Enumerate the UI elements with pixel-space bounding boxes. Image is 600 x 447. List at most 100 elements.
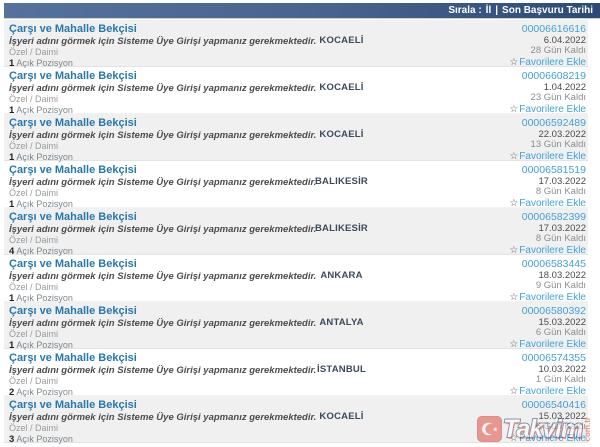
job-city: ANKARA	[320, 270, 363, 281]
job-id-link[interactable]: 00006540416	[521, 399, 586, 411]
job-city: KOCAELİ	[319, 82, 364, 93]
last-application-date: 1.04.2022	[543, 82, 586, 93]
job-city: ANTALYA	[319, 317, 364, 328]
open-positions-label: Açık Pozisyon	[16, 57, 73, 68]
open-positions-label: Açık Pozisyon	[16, 292, 73, 303]
add-to-favorites-label: Favorilere Ekle	[519, 338, 586, 350]
last-application-date: 18.03.2022	[538, 270, 586, 281]
add-to-favorites-label: Favorilere Ekle	[519, 385, 586, 397]
job-title-link[interactable]: Çarşı ve Mahalle Bekçisi	[9, 117, 137, 129]
star-icon: ☆	[509, 197, 519, 209]
add-to-favorites-button[interactable]: ☆Favorilere Ekle	[404, 104, 586, 116]
add-to-favorites-button[interactable]: ☆Favorilere Ekle	[404, 245, 586, 257]
job-description: İşyeri adını görmek için Sisteme Üye Gir…	[9, 36, 317, 47]
open-positions-count: 1	[9, 339, 15, 351]
open-positions: 1 Açık Pozisyon	[9, 58, 279, 69]
job-city: KOCAELİ	[319, 129, 364, 140]
job-info: Çarşı ve Mahalle Bekçisi İşyeri adını gö…	[4, 20, 317, 69]
open-positions-count: 4	[9, 245, 15, 257]
add-to-favorites-label: Favorilere Ekle	[519, 432, 586, 444]
days-left-badge: 8 Gün Kaldı	[535, 186, 586, 197]
sort-by-deadline[interactable]: Son Başvuru Tarihi	[502, 5, 593, 16]
job-contract-type: Özel / Daimi	[9, 47, 59, 57]
job-city: BALIKESİR	[315, 176, 368, 187]
job-title-link[interactable]: Çarşı ve Mahalle Bekçisi	[9, 164, 137, 176]
open-positions: 1 Açık Pozisyon	[9, 105, 279, 116]
job-meta: 00006582399 17.03.2022 8 Gün Kaldı ☆Favo…	[404, 208, 588, 257]
add-to-favorites-button[interactable]: ☆Favorilere Ekle	[404, 339, 586, 351]
open-positions-label: Açık Pozisyon	[16, 433, 73, 444]
job-info: Çarşı ve Mahalle Bekçisi İşyeri adını gö…	[4, 255, 316, 304]
job-contract-type: Özel / Daimi	[9, 235, 59, 245]
job-id-link[interactable]: 00006583445	[521, 258, 586, 270]
add-to-favorites-button[interactable]: ☆Favorilere Ekle	[404, 198, 586, 210]
add-to-favorites-button[interactable]: ☆Favorilere Ekle	[404, 386, 586, 398]
job-city: KOCAELİ	[319, 411, 364, 422]
job-contract-type: Özel / Daimi	[9, 329, 59, 339]
open-positions: 1 Açık Pozisyon	[9, 199, 279, 210]
job-listing-row: Çarşı ve Mahalle Bekçisi İşyeri adını gö…	[4, 302, 588, 351]
add-to-favorites-button[interactable]: ☆Favorilere Ekle	[404, 433, 586, 445]
days-left-badge: 6 Gün Kaldı	[535, 327, 586, 338]
add-to-favorites-button[interactable]: ☆Favorilere Ekle	[404, 292, 586, 304]
open-positions: 1 Açık Pozisyon	[9, 293, 279, 304]
job-info: Çarşı ve Mahalle Bekçisi İşyeri adını gö…	[4, 208, 316, 257]
job-info: Çarşı ve Mahalle Bekçisi İşyeri adını gö…	[4, 67, 316, 116]
job-listing-row: Çarşı ve Mahalle Bekçisi İşyeri adını gö…	[4, 114, 588, 163]
job-city-column: ANTALYA	[279, 302, 404, 348]
open-positions: 4 Açık Pozisyon	[9, 246, 279, 257]
job-contract-type: Özel / Daimi	[9, 188, 59, 198]
days-left-badge: 9 Gün Kaldı	[535, 280, 586, 291]
job-title-link[interactable]: Çarşı ve Mahalle Bekçisi	[9, 305, 137, 317]
job-city: KOCAELİ	[319, 35, 364, 46]
star-icon: ☆	[509, 103, 519, 115]
job-title-link[interactable]: Çarşı ve Mahalle Bekçisi	[9, 258, 137, 270]
open-positions-label: Açık Pozisyon	[16, 104, 73, 115]
job-id-link[interactable]: 00006581519	[521, 164, 586, 176]
job-description: İşyeri adını görmek için Sisteme Üye Gir…	[9, 365, 317, 376]
job-id-link[interactable]: 00006582399	[521, 211, 586, 223]
days-left-badge: 28 Gün Kaldı	[530, 45, 586, 56]
job-contract-type: Özel / Daimi	[9, 376, 59, 386]
add-to-favorites-label: Favorilere Ekle	[519, 103, 586, 115]
open-positions-label: Açık Pozisyon	[16, 151, 73, 162]
open-positions-count: 2	[9, 386, 15, 398]
job-id-link[interactable]: 00006592489	[521, 117, 586, 129]
job-city: BALIKESİR	[315, 223, 368, 234]
open-positions: 1 Açık Pozisyon	[9, 340, 279, 351]
job-id-link[interactable]: 00006616616	[521, 23, 586, 35]
job-id-link[interactable]: 00006580392	[521, 305, 586, 317]
last-application-date: 17.03.2022	[538, 176, 586, 187]
open-positions-label: Açık Pozisyon	[16, 386, 73, 397]
open-positions-count: 1	[9, 57, 15, 69]
job-meta: 00006574355 10.03.2022 1 Gün Kaldı ☆Favo…	[404, 349, 588, 398]
job-meta: 00006581519 17.03.2022 8 Gün Kaldı ☆Favo…	[404, 161, 588, 210]
job-title-link[interactable]: Çarşı ve Mahalle Bekçisi	[9, 23, 137, 35]
job-contract-type: Özel / Daimi	[9, 94, 59, 104]
job-title-link[interactable]: Çarşı ve Mahalle Bekçisi	[9, 352, 137, 364]
job-title-link[interactable]: Çarşı ve Mahalle Bekçisi	[9, 399, 137, 411]
job-id-link[interactable]: 00006608219	[521, 70, 586, 82]
star-icon: ☆	[509, 56, 519, 68]
open-positions-label: Açık Pozisyon	[16, 339, 73, 350]
star-icon: ☆	[509, 150, 519, 162]
last-application-date: 15.03.2022	[538, 411, 586, 422]
job-list: Çarşı ve Mahalle Bekçisi İşyeri adını gö…	[4, 20, 588, 445]
open-positions-count: 3	[9, 433, 15, 445]
add-to-favorites-button[interactable]: ☆Favorilere Ekle	[404, 57, 586, 69]
add-to-favorites-button[interactable]: ☆Favorilere Ekle	[404, 151, 586, 163]
add-to-favorites-label: Favorilere Ekle	[519, 56, 586, 68]
job-city-column: BALIKESİR	[279, 208, 404, 254]
job-title-link[interactable]: Çarşı ve Mahalle Bekçisi	[9, 70, 137, 82]
job-title-link[interactable]: Çarşı ve Mahalle Bekçisi	[9, 211, 137, 223]
last-application-date: 15.03.2022	[538, 317, 586, 328]
job-meta: 00006540416 15.03.2022 6 Gün Kaldı ☆Favo…	[404, 396, 588, 445]
job-listing-row: Çarşı ve Mahalle Bekçisi İşyeri adını gö…	[4, 255, 588, 304]
sort-by-province[interactable]: İl	[485, 5, 492, 16]
job-id-link[interactable]: 00006574355	[521, 352, 586, 364]
job-info: Çarşı ve Mahalle Bekçisi İşyeri adını gö…	[4, 302, 316, 351]
job-description: İşyeri adını görmek için Sisteme Üye Gir…	[9, 412, 317, 423]
open-positions-count: 1	[9, 292, 15, 304]
job-city-column: ANKARA	[279, 255, 404, 301]
add-to-favorites-label: Favorilere Ekle	[519, 291, 586, 303]
